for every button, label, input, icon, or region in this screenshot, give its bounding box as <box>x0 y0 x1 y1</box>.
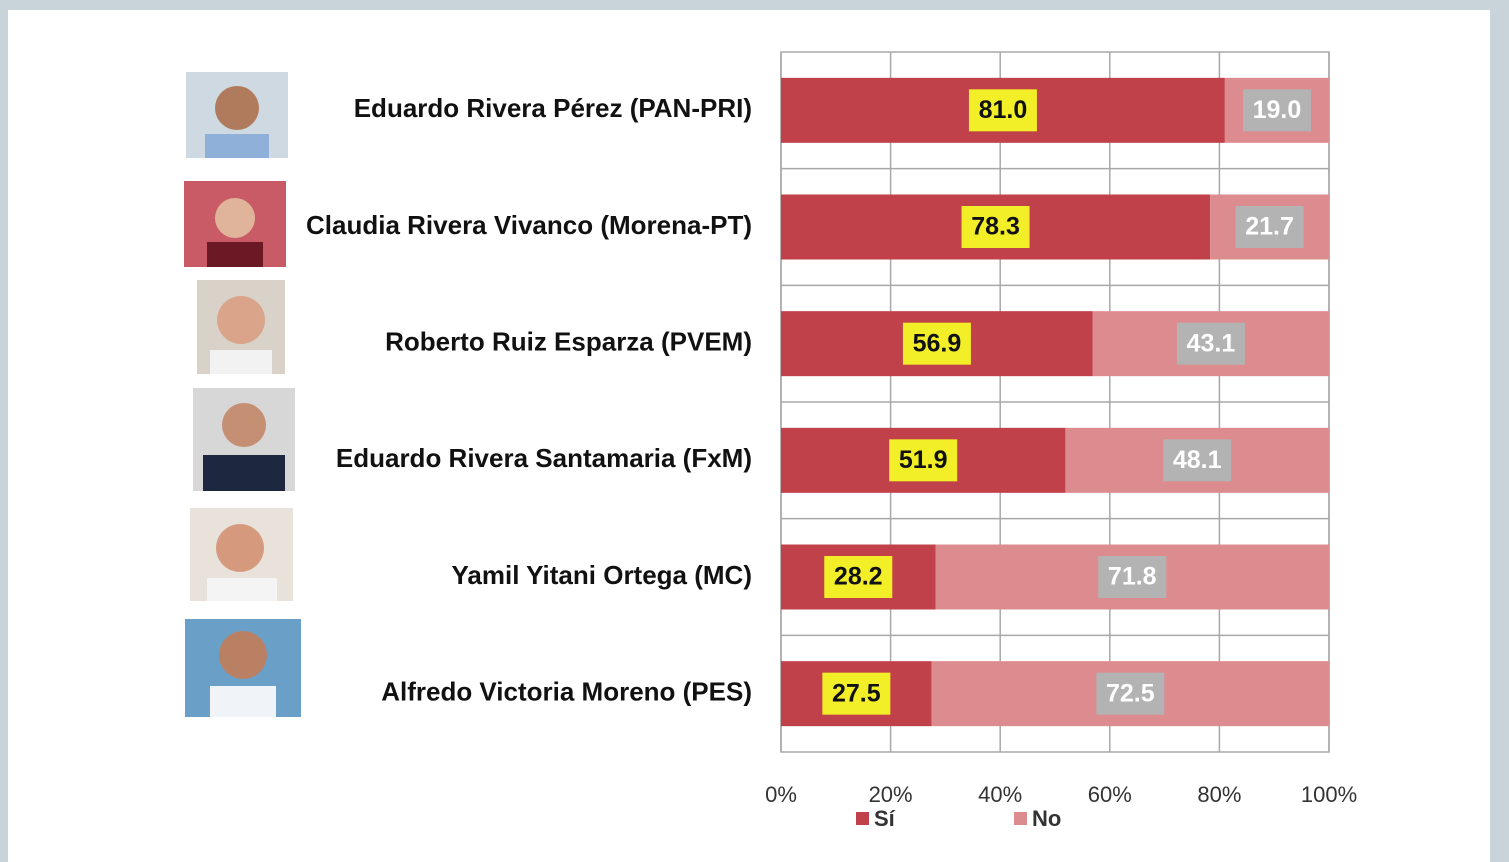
data-label: 71.8 <box>1108 563 1157 591</box>
y-tick-label: Eduardo Rivera Santamaria (FxM) <box>336 443 752 473</box>
photo-body <box>210 350 272 374</box>
y-tick-label: Eduardo Rivera Pérez (PAN-PRI) <box>354 93 752 123</box>
x-tick-label: 60% <box>1088 782 1132 807</box>
legend-swatch <box>1014 812 1027 825</box>
photo-body <box>207 578 277 601</box>
y-tick-label: Claudia Rivera Vivanco (Morena-PT) <box>306 210 752 240</box>
legend-label: No <box>1032 806 1061 831</box>
photo-body <box>207 242 263 267</box>
photo-face <box>222 403 266 447</box>
data-label: 72.5 <box>1106 679 1155 707</box>
photo-face <box>216 524 264 572</box>
x-tick-label: 100% <box>1301 782 1357 807</box>
x-tick-label: 0% <box>765 782 797 807</box>
y-tick-label: Roberto Ruiz Esparza (PVEM) <box>385 327 752 357</box>
photo-body <box>203 455 285 491</box>
data-label: 27.5 <box>832 679 881 707</box>
photo-face <box>215 198 255 238</box>
data-label: 56.9 <box>913 329 962 357</box>
chart: 0% 20% 40% 60% 80% 100% Eduardo Rivera Pérez (… <box>0 0 1509 862</box>
legend-swatch <box>856 812 869 825</box>
data-label: 19.0 <box>1253 96 1302 124</box>
photo-face <box>215 86 259 130</box>
x-tick-label: 80% <box>1197 782 1241 807</box>
data-label: 78.3 <box>971 213 1020 241</box>
y-tick-label: Yamil Yitani Ortega (MC) <box>451 560 752 590</box>
y-tick-label: Alfredo Victoria Moreno (PES) <box>381 677 752 707</box>
data-label: 28.2 <box>834 563 883 591</box>
photo-face <box>217 296 265 344</box>
x-tick-label: 20% <box>869 782 913 807</box>
photo-body <box>210 686 276 717</box>
data-label: 51.9 <box>899 446 948 474</box>
data-label: 48.1 <box>1173 446 1222 474</box>
photo-face <box>219 631 267 679</box>
legend-label: Sí <box>874 806 896 831</box>
photo-body <box>205 134 269 158</box>
data-label: 43.1 <box>1187 329 1236 357</box>
x-tick-label: 40% <box>978 782 1022 807</box>
data-label: 81.0 <box>979 96 1028 124</box>
data-label: 21.7 <box>1245 213 1294 241</box>
